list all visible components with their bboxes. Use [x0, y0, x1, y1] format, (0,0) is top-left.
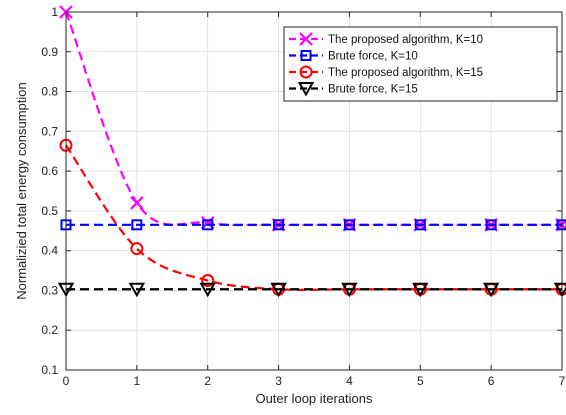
y-tick-label: 0.7 [41, 124, 58, 138]
y-tick-label: 0.8 [41, 85, 58, 99]
data-point [130, 196, 144, 210]
x-axis-label: Outer loop iterations [255, 391, 373, 406]
plot-frame [65, 11, 563, 371]
data-point [202, 219, 214, 231]
x-tick-label: 7 [559, 374, 566, 388]
y-tick-label: 0.4 [41, 244, 58, 258]
legend-item: Brute force, K=15 [289, 82, 418, 97]
y-tick-label: 0.2 [41, 323, 58, 337]
x-tick-label: 0 [63, 374, 70, 388]
y-tick-label: 0.1 [41, 363, 58, 377]
legend-marker [299, 32, 313, 46]
x-tick-label: 6 [488, 374, 495, 388]
y-tick-label: 0.3 [41, 283, 58, 297]
data-point [482, 282, 500, 298]
y-tick-label: 1 [51, 5, 58, 19]
data-point [199, 282, 216, 298]
legend-item: The proposed algorithm, K=10 [289, 32, 483, 46]
legend-marker [297, 82, 315, 97]
y-tick-label: 0.6 [41, 164, 58, 178]
x-tick-label: 3 [275, 374, 282, 388]
legend-box [283, 26, 558, 102]
x-tick-label: 2 [204, 374, 211, 388]
data-point [485, 219, 497, 231]
legend-label: Brute force, K=10 [328, 51, 418, 63]
legend-marker [299, 65, 313, 79]
data-point [201, 274, 215, 287]
legend-marker [300, 50, 312, 61]
legend-item: Brute force, K=10 [289, 50, 418, 63]
data-point [341, 282, 358, 298]
series-layer [57, 5, 566, 298]
y-tick-label: 0.9 [41, 45, 58, 59]
data-point [414, 219, 426, 231]
x-tick-label: 5 [417, 374, 424, 388]
x-tick-label: 1 [134, 374, 141, 388]
legend-item: The proposed algorithm, K=15 [289, 65, 483, 79]
legend: The proposed algorithm, K=10 Brute force,… [283, 26, 558, 102]
series-4 [57, 282, 566, 298]
data-point [131, 219, 143, 231]
y-axis-label: Normalizied total energy consumption [14, 82, 29, 300]
legend-label: The proposed algorithm, K=15 [328, 67, 483, 79]
data-point [273, 219, 285, 231]
legend-label: The proposed algorithm, K=10 [328, 34, 483, 46]
data-point [130, 242, 144, 256]
tick-labels: 0 1 2 3 4 5 6 7 0.1 0.2 0.3 0.4 0.5 0.6 0.7 0.8 0.9 1 [41, 5, 565, 388]
data-point [343, 219, 355, 231]
data-point [412, 282, 429, 298]
y-tick-label: 0.5 [41, 204, 58, 218]
x-tick-label: 4 [346, 374, 353, 388]
data-point [128, 282, 146, 298]
data-point [270, 282, 287, 298]
legend-label: Brute force, K=15 [328, 84, 418, 96]
